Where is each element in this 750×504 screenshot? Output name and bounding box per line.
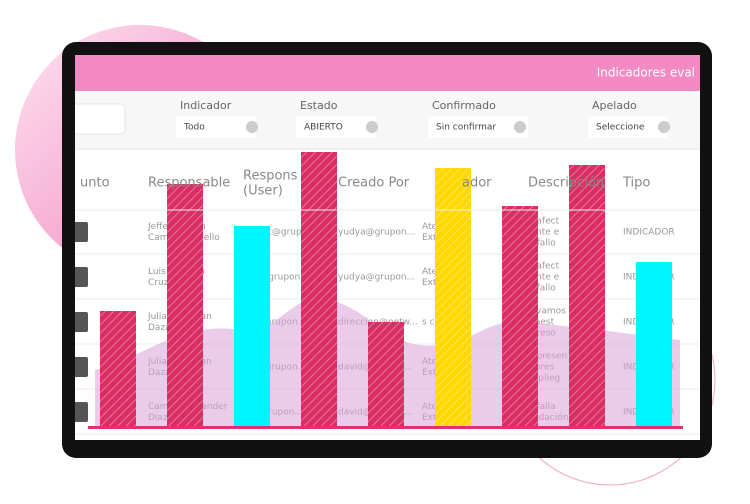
row-button[interactable] bbox=[70, 402, 88, 422]
decor-bar-stripes bbox=[167, 184, 203, 428]
filter-label: Confirmado bbox=[432, 99, 496, 112]
table-cell: Cruz bbox=[148, 278, 169, 288]
header-title: Indicadores eval bbox=[597, 66, 695, 80]
row-button[interactable] bbox=[70, 312, 88, 332]
table-cell: iente e bbox=[528, 228, 560, 238]
decor-bar-stripes bbox=[502, 206, 538, 428]
table-cell: INDICADOR bbox=[623, 228, 675, 238]
filter-select[interactable] bbox=[428, 116, 528, 138]
table-cell: Daza bbox=[148, 323, 171, 333]
table-cell: e afect bbox=[528, 217, 560, 227]
filter-select[interactable] bbox=[588, 116, 668, 138]
table-cell: levamos es e bbox=[528, 307, 588, 317]
filter-value: Seleccione bbox=[596, 123, 645, 133]
decor-bar bbox=[234, 226, 270, 428]
dropdown-icon bbox=[514, 121, 526, 133]
screen: Indicadores eval Jeffer StevenCamargo Cu… bbox=[60, 55, 700, 440]
table-cell: lmc@grupon... bbox=[243, 273, 309, 283]
table-cell: e afect bbox=[528, 262, 560, 272]
row-button[interactable] bbox=[70, 267, 88, 287]
search-box[interactable] bbox=[60, 103, 126, 135]
decor-bar-stripes bbox=[368, 322, 404, 428]
decor-bar-stripes bbox=[301, 152, 337, 428]
column-header: Tipo bbox=[622, 176, 650, 191]
column-header: Responsable bbox=[148, 176, 230, 191]
column-header: (User) bbox=[243, 184, 283, 199]
dropdown-icon bbox=[366, 121, 378, 133]
row-button[interactable] bbox=[70, 222, 88, 242]
filter-label: Estado bbox=[300, 99, 338, 112]
decor-bar-stripes bbox=[100, 311, 136, 428]
filter-select[interactable] bbox=[296, 116, 376, 138]
baseline bbox=[88, 426, 683, 429]
column-header: ador bbox=[462, 176, 492, 191]
header-bar bbox=[75, 55, 700, 91]
decor-bar bbox=[636, 262, 672, 428]
table-cell: n fallo bbox=[528, 239, 556, 249]
column-header: unto bbox=[80, 176, 110, 191]
filter-value: ABIERTO bbox=[304, 123, 343, 133]
table-cell: iente e bbox=[528, 273, 560, 283]
column-header: Creado Por bbox=[338, 176, 410, 191]
dropdown-icon bbox=[658, 121, 670, 133]
filter-value: Sin confirmar bbox=[436, 123, 496, 133]
filter-label: Apelado bbox=[592, 99, 637, 112]
table-cell: yudya@grupon... bbox=[338, 228, 415, 238]
table-cell: fraest bbox=[528, 318, 555, 328]
decor-bars bbox=[100, 152, 672, 428]
decor-bar-stripes bbox=[435, 168, 471, 428]
table-cell: n fallo bbox=[528, 284, 556, 294]
column-header: Descripción bbox=[528, 176, 604, 191]
filter-label: Indicador bbox=[180, 99, 232, 112]
table-cell: jesonc@grupon... bbox=[242, 228, 322, 238]
table-cell: yudya@grupon... bbox=[338, 273, 415, 283]
filter-value: Todo bbox=[183, 123, 205, 133]
filter-select[interactable] bbox=[176, 116, 256, 138]
dropdown-icon bbox=[246, 121, 258, 133]
decor-bar-stripes bbox=[569, 165, 605, 428]
column-header: Respons bbox=[243, 169, 298, 184]
row-button[interactable] bbox=[70, 357, 88, 377]
